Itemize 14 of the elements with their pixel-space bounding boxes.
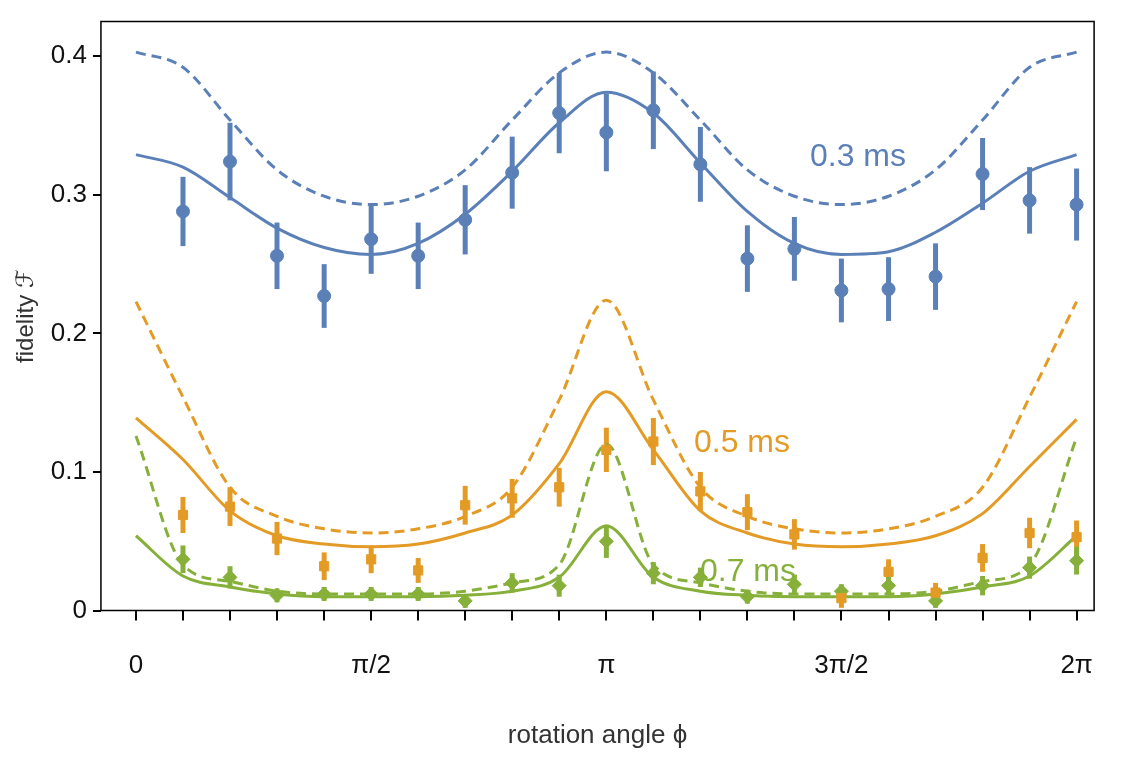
y-tick-label: 0 [72, 593, 87, 624]
y-tick-label: 0.3 [50, 178, 87, 209]
y-tick-label: 0.2 [50, 316, 87, 347]
series-label: 0.5 ms [693, 422, 791, 459]
x-tick-label: π [597, 649, 616, 680]
x-axis-title: rotation angle ϕ [507, 718, 688, 749]
x-tick-label: π/2 [351, 649, 391, 680]
x-tick-label: 0 [128, 649, 144, 680]
y-tick-label: 0.1 [50, 455, 87, 486]
text: 0.3 ms [809, 136, 907, 173]
y-axis-title: fidelity ℱ [11, 269, 39, 363]
x-tick-label: 3π/2 [814, 649, 869, 680]
x-tick-label: 2π [1060, 649, 1093, 680]
y-tick-label: 0.4 [50, 39, 87, 70]
